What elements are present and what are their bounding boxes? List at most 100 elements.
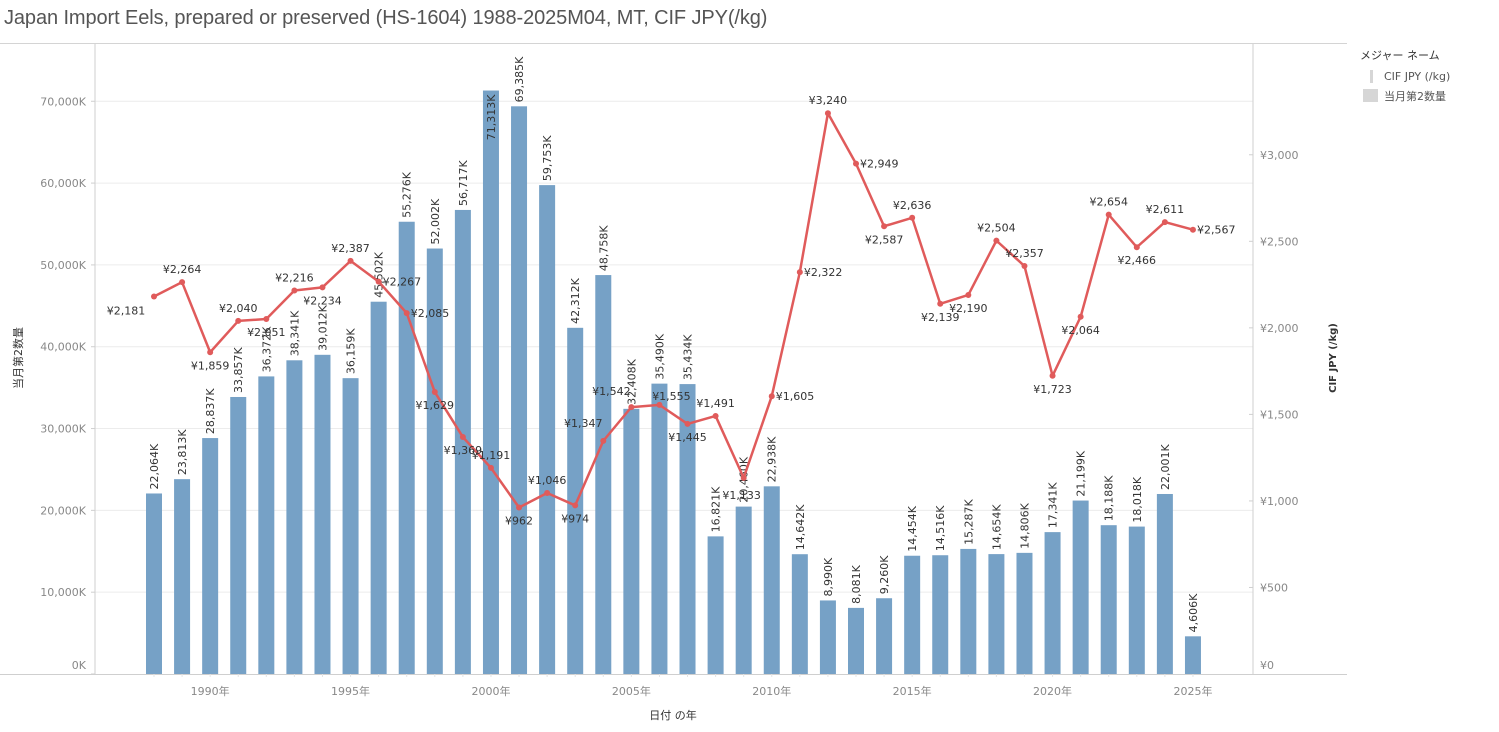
bar: [398, 221, 415, 674]
line-data-label: ¥974: [561, 512, 589, 525]
line-point: [291, 287, 298, 294]
bar: [819, 600, 836, 674]
line-data-label: ¥1,133: [722, 489, 761, 502]
line-data-label: ¥1,723: [1033, 383, 1072, 396]
chart-title: Japan Import Eels, prepared or preserved…: [4, 7, 768, 29]
y-right-tick-label: ¥0: [1260, 659, 1274, 672]
bar-data-label: 22,064K: [148, 443, 161, 489]
bar-data-label: 71,313K: [485, 94, 498, 140]
bar: [539, 185, 556, 674]
line-data-label: ¥2,504: [977, 222, 1016, 235]
legend-label: CIF JPY (/kg): [1384, 70, 1451, 83]
line-data-label: ¥1,491: [696, 397, 735, 410]
bar-data-label: 21,199K: [1075, 450, 1088, 496]
bar-data-label: 39,012K: [316, 304, 329, 350]
x-tick-label: 2020年: [1033, 684, 1072, 698]
bar-series: [146, 90, 1201, 674]
bar-data-label: 36,159K: [345, 328, 358, 374]
line-data-label: ¥1,605: [776, 390, 815, 403]
legend: メジャー ネーム CIF JPY (/kg) 当月第2数量: [1360, 47, 1450, 105]
x-tick-label: 2005年: [612, 684, 651, 698]
line-point: [965, 291, 972, 298]
bar-data-label: 45,502K: [373, 251, 386, 297]
bar-labels: 22,064K 23,813K 28,837K 33,857K 36,372K 38,34…: [148, 56, 1200, 632]
line-point: [1161, 219, 1168, 226]
bar-data-label: 17,341K: [1047, 482, 1060, 528]
title-divider: [0, 43, 1347, 44]
line-point: [459, 434, 466, 441]
bar-data-label: 18,018K: [1131, 476, 1144, 522]
bar-data-label: 8,081K: [850, 564, 863, 603]
line-data-label: ¥2,949: [860, 158, 899, 171]
line-point: [600, 437, 607, 444]
bar-data-label: 56,717K: [457, 159, 470, 205]
y-right-tick-label: ¥2,500: [1260, 235, 1299, 248]
line-point: [684, 420, 691, 427]
bar-data-label: 15,287K: [962, 498, 975, 544]
y-right-tick-label: ¥2,000: [1260, 322, 1299, 335]
bar-data-label: 16,821K: [710, 486, 723, 532]
bar-data-label: 69,385K: [513, 56, 526, 102]
line-data-label: ¥2,322: [804, 266, 843, 279]
bar-data-label: 59,753K: [541, 135, 554, 181]
bar: [679, 384, 696, 674]
line-point: [740, 474, 747, 481]
x-axis-title: 日付 の年: [649, 708, 697, 722]
line-point: [1021, 263, 1028, 270]
bar: [876, 598, 893, 674]
line-data-label: ¥2,190: [949, 302, 988, 315]
cif-line: [153, 111, 1194, 509]
legend-line-swatch: [1370, 70, 1373, 83]
bar: [988, 554, 1005, 674]
line-data-label: ¥2,040: [219, 302, 258, 315]
bar-data-label: 55,276K: [401, 171, 414, 217]
line-point: [347, 257, 354, 264]
bar-data-label: 52,002K: [429, 198, 442, 244]
line-data-label: ¥2,181: [107, 305, 146, 318]
legend-box-swatch: [1363, 89, 1378, 102]
legend-item-quantity[interactable]: 当月第2数量: [1360, 86, 1450, 105]
line-point: [235, 317, 242, 324]
bar: [230, 396, 247, 674]
y-left-tick-label: 0K: [72, 659, 87, 672]
line-point: [487, 464, 494, 471]
line-point: [824, 110, 831, 117]
bar-data-label: 14,654K: [990, 504, 1003, 550]
line-data-label: ¥2,387: [331, 242, 370, 255]
line-data-label: ¥2,139: [921, 311, 960, 324]
y-left-tick-label: 30,000K: [40, 423, 86, 436]
line-point: [263, 316, 270, 323]
bar-data-label: 36,372K: [260, 326, 273, 372]
legend-item-cif[interactable]: CIF JPY (/kg): [1360, 67, 1450, 86]
y-left-tick-label: 50,000K: [40, 259, 86, 272]
line-data-label: ¥2,051: [247, 326, 286, 339]
line-data-label: ¥2,611: [1146, 203, 1185, 216]
bar: [848, 607, 864, 674]
bar-data-label: 32,408K: [625, 358, 638, 404]
bar: [960, 548, 977, 674]
line-data-label: ¥1,629: [416, 399, 455, 412]
line-point: [853, 160, 859, 167]
bar: [707, 536, 724, 674]
bar: [482, 90, 499, 674]
x-tick-label: 1995年: [331, 684, 370, 698]
bar: [146, 493, 162, 674]
line-data-label: ¥1,046: [528, 474, 567, 487]
bar: [735, 506, 752, 674]
bar-data-label: 14,454K: [906, 505, 919, 551]
line-data-label: ¥1,555: [652, 390, 691, 403]
bar: [342, 378, 359, 674]
y-right-tick-label: ¥3,000: [1260, 149, 1299, 162]
bar: [202, 438, 219, 674]
line-data-label: ¥2,264: [163, 263, 202, 276]
bar: [567, 327, 584, 674]
line-point: [768, 393, 775, 400]
bar: [454, 209, 471, 674]
bar: [595, 275, 612, 674]
bar-data-label: 9,260K: [878, 555, 891, 594]
line-point: [909, 214, 916, 221]
line-point: [1105, 211, 1112, 218]
bar: [1072, 500, 1089, 674]
line-point: [375, 278, 382, 285]
